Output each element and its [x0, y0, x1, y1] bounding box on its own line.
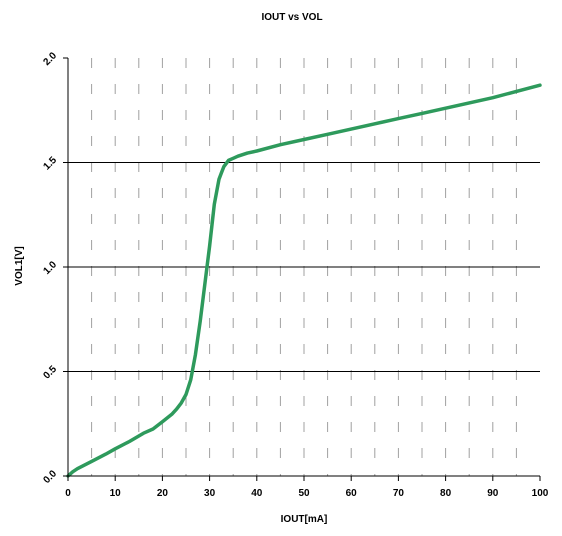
x-tick-label-10: 10 — [110, 488, 122, 499]
y-tick-label-1.5: 1.5 — [41, 155, 59, 173]
y-tick-label-1: 1.0 — [41, 259, 59, 277]
series-line-0 — [66, 83, 542, 478]
y-tick-label-0.5: 0.5 — [41, 364, 59, 382]
x-tick-label-40: 40 — [251, 488, 263, 499]
y-axis-label: VOL1[V] — [14, 246, 25, 285]
grid-layer — [68, 58, 540, 476]
x-tick-label-100: 100 — [532, 488, 549, 499]
y-tick-label-0: 0.0 — [41, 468, 59, 486]
y-tick-label-2: 2.0 — [41, 50, 59, 68]
x-tick-label-60: 60 — [346, 488, 358, 499]
x-tick-label-30: 30 — [204, 488, 216, 499]
series-layer — [66, 83, 542, 478]
x-tick-label-20: 20 — [157, 488, 169, 499]
x-tick-label-50: 50 — [298, 488, 310, 499]
x-tick-label-0: 0 — [65, 488, 71, 499]
x-axis-label: IOUT[mA] — [281, 514, 328, 525]
x-tick-label-70: 70 — [393, 488, 405, 499]
x-tick-label-80: 80 — [440, 488, 452, 499]
x-tick-label-90: 90 — [487, 488, 499, 499]
tick-layer: 0 10 20 30 40 50 60 70 80 90 100 0.0 0.5 1.0 1.5 2.0 — [41, 50, 548, 499]
chart-title: IOUT vs VOL — [261, 12, 322, 23]
